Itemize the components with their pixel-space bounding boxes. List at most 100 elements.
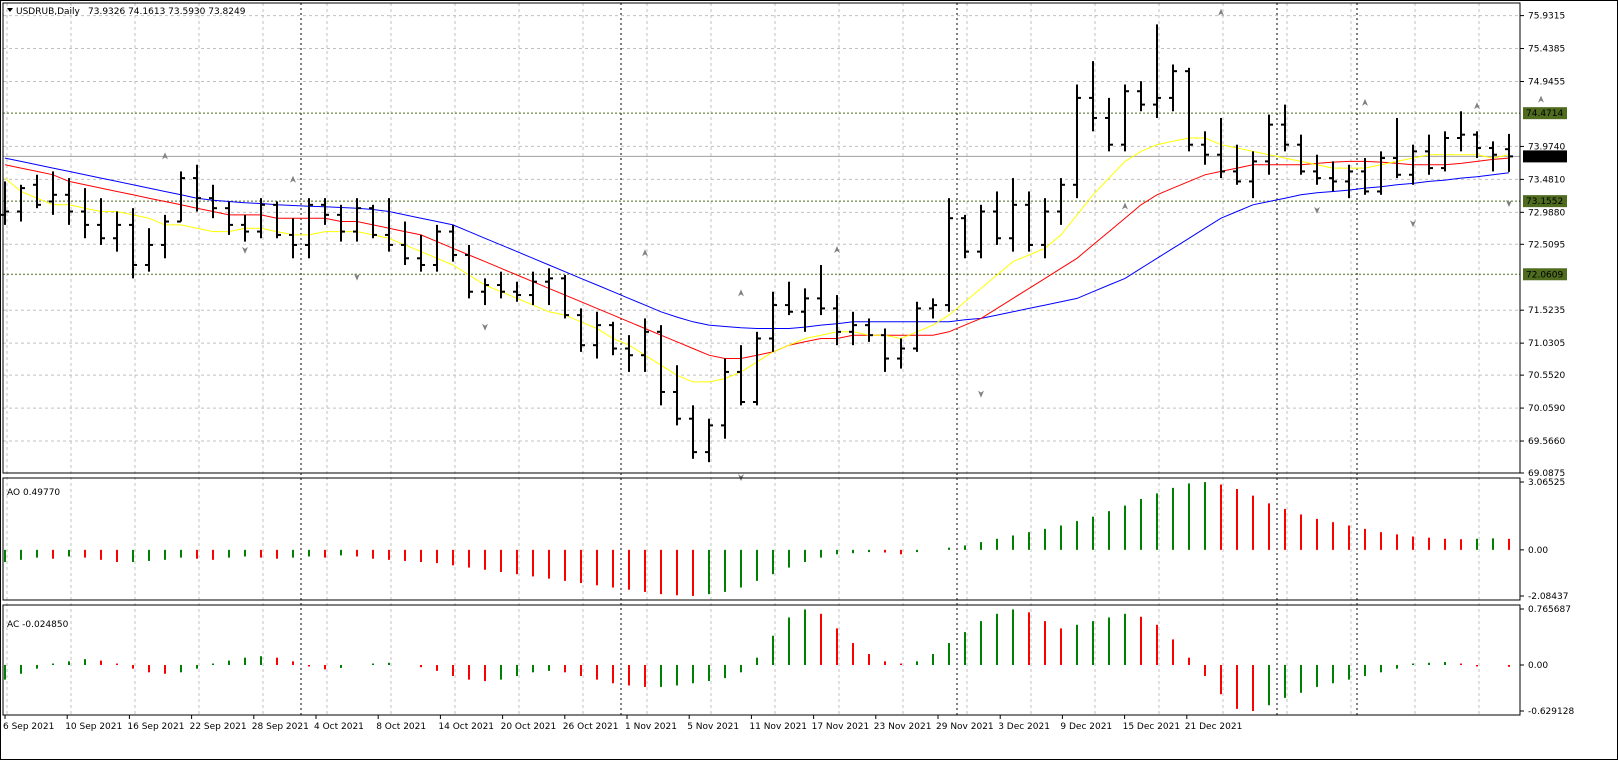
- ohlc-bar: [593, 311, 601, 359]
- ohlc-bar: [161, 214, 169, 259]
- ohlc-bar: [529, 271, 537, 306]
- ao-panel[interactable]: [4, 482, 1510, 596]
- ao-panel-frame: [2, 477, 1521, 601]
- ohlc-bar: [673, 365, 681, 426]
- dropdown-triangle-icon: [7, 8, 13, 12]
- ohlc-bar: [1217, 117, 1225, 179]
- price-tick-label: 75.4385: [1528, 45, 1565, 55]
- ohlc-bar: [1393, 117, 1401, 179]
- ohlc-bar: [913, 301, 921, 352]
- fractal-down-icon: [242, 246, 248, 254]
- ac-tick-label: 0.765687: [1528, 605, 1571, 615]
- ohlc-bar: [33, 174, 41, 209]
- labels-layer: USDRUB,Daily 73.9326 74.1613 73.5930 73.…: [3, 7, 1574, 732]
- price-tick-label: 70.5520: [1528, 371, 1565, 381]
- fractal-up-icon: [738, 289, 744, 297]
- ohlc-bar: [49, 171, 57, 215]
- price-tick-label: 71.0305: [1528, 339, 1565, 349]
- ohlc-bar: [1329, 161, 1337, 192]
- price-badge-label: 74.4714: [1526, 109, 1563, 119]
- symbol-label: USDRUB,Daily: [16, 7, 81, 17]
- ohlc-bar: [1505, 133, 1513, 172]
- time-tick-label: 3 Dec 2021: [998, 722, 1050, 732]
- ohlc-bar: [1137, 81, 1145, 112]
- fractal-up-icon: [162, 152, 168, 160]
- ohlc-bar: [1361, 158, 1369, 195]
- time-tick-label: 20 Oct 2021: [501, 722, 557, 732]
- main-panel-frame: [2, 2, 1521, 474]
- ohlc-bar: [17, 184, 25, 222]
- ma-slow-line: [4, 157, 1510, 329]
- ohlc-bar: [193, 164, 201, 212]
- time-tick-label: 1 Nov 2021: [625, 722, 677, 732]
- ohlc-bar: [1345, 164, 1353, 199]
- ohlc-bar: [209, 184, 217, 219]
- ohlc-bar: [1009, 178, 1017, 252]
- ohlc-bar: [945, 198, 953, 312]
- ohlc-bar: [865, 318, 873, 342]
- ao-tick-label: 3.06525: [1528, 478, 1565, 488]
- ohlc-bar: [97, 198, 105, 245]
- time-tick-label: 15 Dec 2021: [1123, 722, 1181, 732]
- ohlc-bar: [417, 234, 425, 272]
- time-tick-label: 21 Dec 2021: [1185, 722, 1243, 732]
- fractal-down-icon: [1314, 206, 1320, 214]
- ohlc-bar: [1473, 131, 1481, 159]
- ohlc-bar: [1025, 191, 1033, 252]
- fractal-up-icon: [642, 249, 648, 257]
- ohlc-bar: [145, 228, 153, 272]
- ohlc-bar: [993, 191, 1001, 245]
- ohlc-bar: [241, 214, 249, 242]
- ohlc-bar: [705, 418, 713, 463]
- price-tick-label: 71.5235: [1528, 306, 1565, 316]
- ohlc-bar: [225, 201, 233, 235]
- fractal-down-icon: [1506, 200, 1512, 208]
- price-tick-label: 72.5095: [1528, 240, 1565, 250]
- ohlc-bar: [433, 224, 441, 272]
- ohlc-bar: [785, 281, 793, 316]
- fractal-up-icon: [1474, 102, 1480, 110]
- ohlc-bar: [1089, 61, 1097, 132]
- ohlc-bar: [1105, 97, 1113, 152]
- time-tick-label: 4 Oct 2021: [314, 722, 364, 732]
- ac-tick-label: 0.00: [1528, 661, 1548, 671]
- ohlc-bar: [1153, 24, 1161, 118]
- ohlc-bar: [321, 198, 329, 225]
- ohlc-bar: [1057, 178, 1065, 225]
- price-badge: [1523, 195, 1567, 208]
- ohlc-bar: [1457, 111, 1465, 152]
- ohlc-bar: [1281, 104, 1289, 152]
- ohlc-bar: [353, 198, 361, 242]
- ao-label: AO 0.49770: [7, 488, 60, 498]
- ohlc-bar: [625, 335, 633, 372]
- grid-layer: [3, 3, 1520, 715]
- ohlc-bar: [481, 278, 489, 306]
- ohlc-bar: [1425, 134, 1433, 175]
- price-tick-label: 75.9315: [1528, 12, 1565, 22]
- ohlc-bar: [657, 325, 665, 406]
- time-tick-label: 8 Oct 2021: [376, 722, 426, 732]
- ohlc-bar: [1297, 134, 1305, 175]
- time-tick-label: 28 Sep 2021: [252, 722, 309, 732]
- ohlc-bar: [1169, 64, 1177, 112]
- time-tick-label: 6 Sep 2021: [3, 722, 54, 732]
- fractal-up-icon: [1122, 202, 1128, 210]
- ohlc-bar: [273, 201, 281, 239]
- price-tick-label: 73.9740: [1528, 142, 1565, 152]
- ac-panel[interactable]: [4, 609, 1510, 712]
- ohlc-bar: [897, 338, 905, 369]
- time-tick-label: 22 Sep 2021: [190, 722, 247, 732]
- time-tick-label: 9 Dec 2021: [1060, 722, 1112, 732]
- ac-label: AC -0.024850: [7, 620, 69, 630]
- price-tick-label: 73.4810: [1528, 175, 1565, 185]
- price-tick-label: 69.5660: [1528, 437, 1565, 447]
- ohlc-bar: [81, 188, 89, 239]
- ohlc-bar: [257, 198, 265, 239]
- ohlc-bar: [881, 328, 889, 372]
- ohlc-bar: [1313, 154, 1321, 185]
- price-badge-label: 73.8249: [1526, 152, 1563, 162]
- ohlc-bar: [465, 244, 473, 299]
- price-panel[interactable]: [1, 8, 1544, 482]
